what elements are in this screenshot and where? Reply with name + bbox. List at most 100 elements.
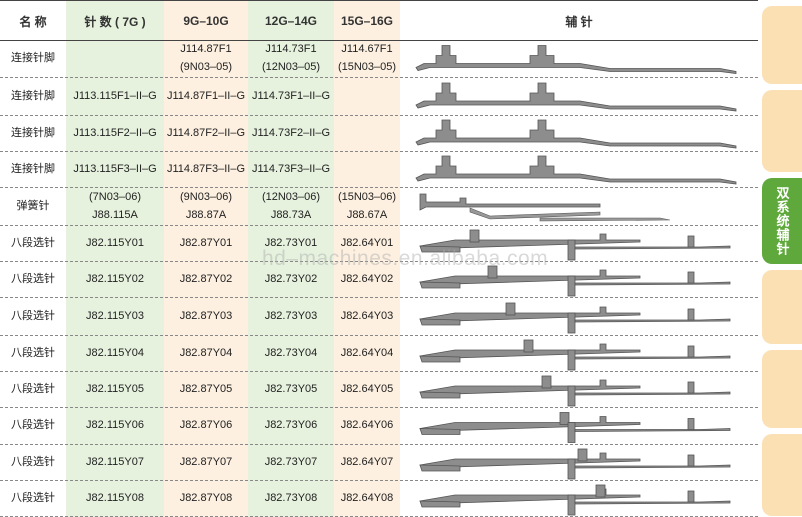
table-row: 八段选针 J82.115Y04 J82.87Y04 J82.73Y04 J82.64Y0…: [0, 336, 758, 372]
part-number-text: J82.64Y06: [340, 419, 394, 432]
table-row: 八段选针 J82.115Y08 J82.87Y08 J82.73Y08 J82.64Y0…: [0, 481, 758, 517]
gauge-9-10g-column-bg: [164, 1, 248, 517]
jack-needle-drawing: [415, 45, 737, 74]
part-number-text: J114.73F1–II–G: [251, 89, 331, 102]
part-number-text: J82.87Y02: [179, 272, 233, 285]
part-number-cell: J82.73Y08: [248, 481, 334, 516]
needle-image-cell: [400, 41, 758, 77]
side-tab[interactable]: [762, 434, 802, 516]
side-tab[interactable]: [762, 90, 802, 172]
needle-name-cell: 八段选针: [11, 272, 55, 285]
name-column-bg: [0, 1, 66, 517]
part-number-text: J82.73Y04: [264, 346, 318, 359]
part-number-text: J114.73F3–II–G: [251, 162, 331, 175]
part-number-cell: [334, 116, 400, 151]
table-row: 八段选针 J82.115Y05 J82.87Y05 J82.73Y05 J82.64Y0…: [0, 372, 758, 408]
part-number-cell: [334, 78, 400, 115]
needle-name-cell: 八段选针: [11, 346, 55, 359]
part-number-text: J82.73Y05: [264, 382, 318, 395]
part-number-cell: J114.73F3–II–G: [248, 152, 334, 187]
part-number-cell: J114.73F1 (12N03–05): [248, 41, 334, 77]
needle-image-cell: [400, 188, 758, 225]
part-number-text: J82.64Y04: [340, 346, 394, 359]
part-number-cell: J82.115Y03: [66, 298, 164, 335]
needle-image-cell: [400, 336, 758, 371]
part-number-text: (15N03–05): [337, 61, 397, 73]
part-number-text: (12N03–06): [261, 190, 321, 203]
table-row: 连接针脚 J113.115F3–II–G J114.87F3–II–G J114.73…: [0, 152, 758, 188]
table-row: 连接针脚 J113.115F1–II–G J114.87F1–II–G J114.73…: [0, 78, 758, 116]
needle-name-cell: 连接针脚: [11, 89, 55, 102]
needle-name-cell: 八段选针: [11, 236, 55, 249]
part-number-text: J82.64Y01: [340, 236, 394, 249]
part-number-text: J88.73A: [270, 208, 312, 221]
side-tab[interactable]: [762, 350, 802, 428]
header-gauge-12-14g: 12G–14G: [264, 14, 318, 28]
part-number-cell: J82.87Y08: [164, 481, 248, 516]
part-number-text: J114.87F1: [180, 43, 232, 56]
part-number-cell: J82.87Y03: [164, 298, 248, 335]
part-number-text: J82.64Y08: [340, 491, 394, 504]
part-number-cell: J82.73Y03: [248, 298, 334, 335]
part-number-cell: J114.87F1–II–G: [164, 78, 248, 115]
needle-image-cell: [400, 372, 758, 407]
needle-image-cell: [400, 152, 758, 187]
part-number-cell: J114.87F2–II–G: [164, 116, 248, 151]
part-number-cell: J82.64Y07: [334, 445, 400, 480]
select-needle-drawing: [419, 229, 731, 261]
needle-image-cell: [400, 298, 758, 335]
needle-name-cell: 八段选针: [11, 491, 55, 504]
part-number-cell: (15N03–06) J88.67A: [334, 188, 400, 225]
part-number-text: J82.115Y04: [86, 346, 144, 359]
side-tab[interactable]: [762, 270, 802, 344]
needle-image-cell: [400, 78, 758, 115]
header-gauge-9-10g: 9G–10G: [183, 14, 229, 28]
gauge-7g-column-bg: [66, 1, 164, 517]
needle-image-cell: [400, 262, 758, 297]
part-number-text: J114.87F2–II–G: [166, 126, 246, 139]
part-number-cell: J82.115Y06: [66, 408, 164, 444]
part-number-text: J82.73Y02: [264, 272, 318, 285]
needle-name-cell: 八段选针: [11, 309, 55, 322]
part-number-text: J113.115F2–II–G: [73, 126, 157, 139]
side-tab[interactable]: [762, 6, 802, 84]
needle-name-cell: 八段选针: [11, 382, 55, 395]
part-number-text: J82.73Y06: [264, 419, 318, 432]
part-number-cell: J82.115Y01: [66, 226, 164, 261]
part-number-text: J82.64Y02: [340, 272, 394, 285]
part-number-cell: J82.73Y07: [248, 445, 334, 480]
select-needle-drawing: [419, 265, 731, 297]
needle-spec-table: 名 称 针 数 ( 7G ) 9G–10G 12G–14G 15G–16G 辅 …: [0, 0, 758, 517]
part-number-text: J82.64Y03: [340, 309, 394, 322]
part-number-text: J82.87Y07: [179, 455, 233, 468]
select-needle-drawing: [419, 302, 731, 334]
needle-image-cell: [400, 408, 758, 444]
part-number-text: J88.67A: [346, 208, 388, 221]
part-number-text: J82.115Y01: [86, 236, 144, 249]
part-number-text: J82.73Y07: [264, 455, 318, 468]
needle-image-cell: [400, 226, 758, 261]
select-needle-drawing: [419, 484, 731, 516]
part-number-cell: [66, 41, 164, 77]
side-tab-active[interactable]: 双系统辅针: [762, 178, 802, 264]
part-number-text: J82.87Y04: [179, 346, 233, 359]
header-auxiliary-needle: 辅 针: [565, 14, 593, 29]
part-number-cell: J82.115Y07: [66, 445, 164, 480]
part-number-text: J82.73Y03: [264, 309, 318, 322]
spring-needle-drawing: [419, 193, 671, 222]
part-number-cell: J82.64Y08: [334, 481, 400, 516]
select-needle-drawing: [419, 448, 731, 480]
part-number-cell: J82.87Y07: [164, 445, 248, 480]
part-number-cell: J82.64Y02: [334, 262, 400, 297]
part-number-cell: [334, 152, 400, 187]
side-tab-strip: 双系统辅针: [762, 0, 802, 516]
needle-name-cell: 八段选针: [11, 455, 55, 468]
part-number-cell: J82.115Y04: [66, 336, 164, 371]
part-number-text: J114.73F1: [265, 43, 317, 56]
part-number-cell: J113.115F3–II–G: [66, 152, 164, 187]
part-number-text: J82.115Y07: [86, 455, 144, 468]
part-number-text: J113.115F1–II–G: [73, 89, 157, 102]
part-number-cell: J82.73Y05: [248, 372, 334, 407]
part-number-text: J82.115Y03: [86, 309, 144, 322]
jack-needle-drawing: [415, 119, 737, 149]
